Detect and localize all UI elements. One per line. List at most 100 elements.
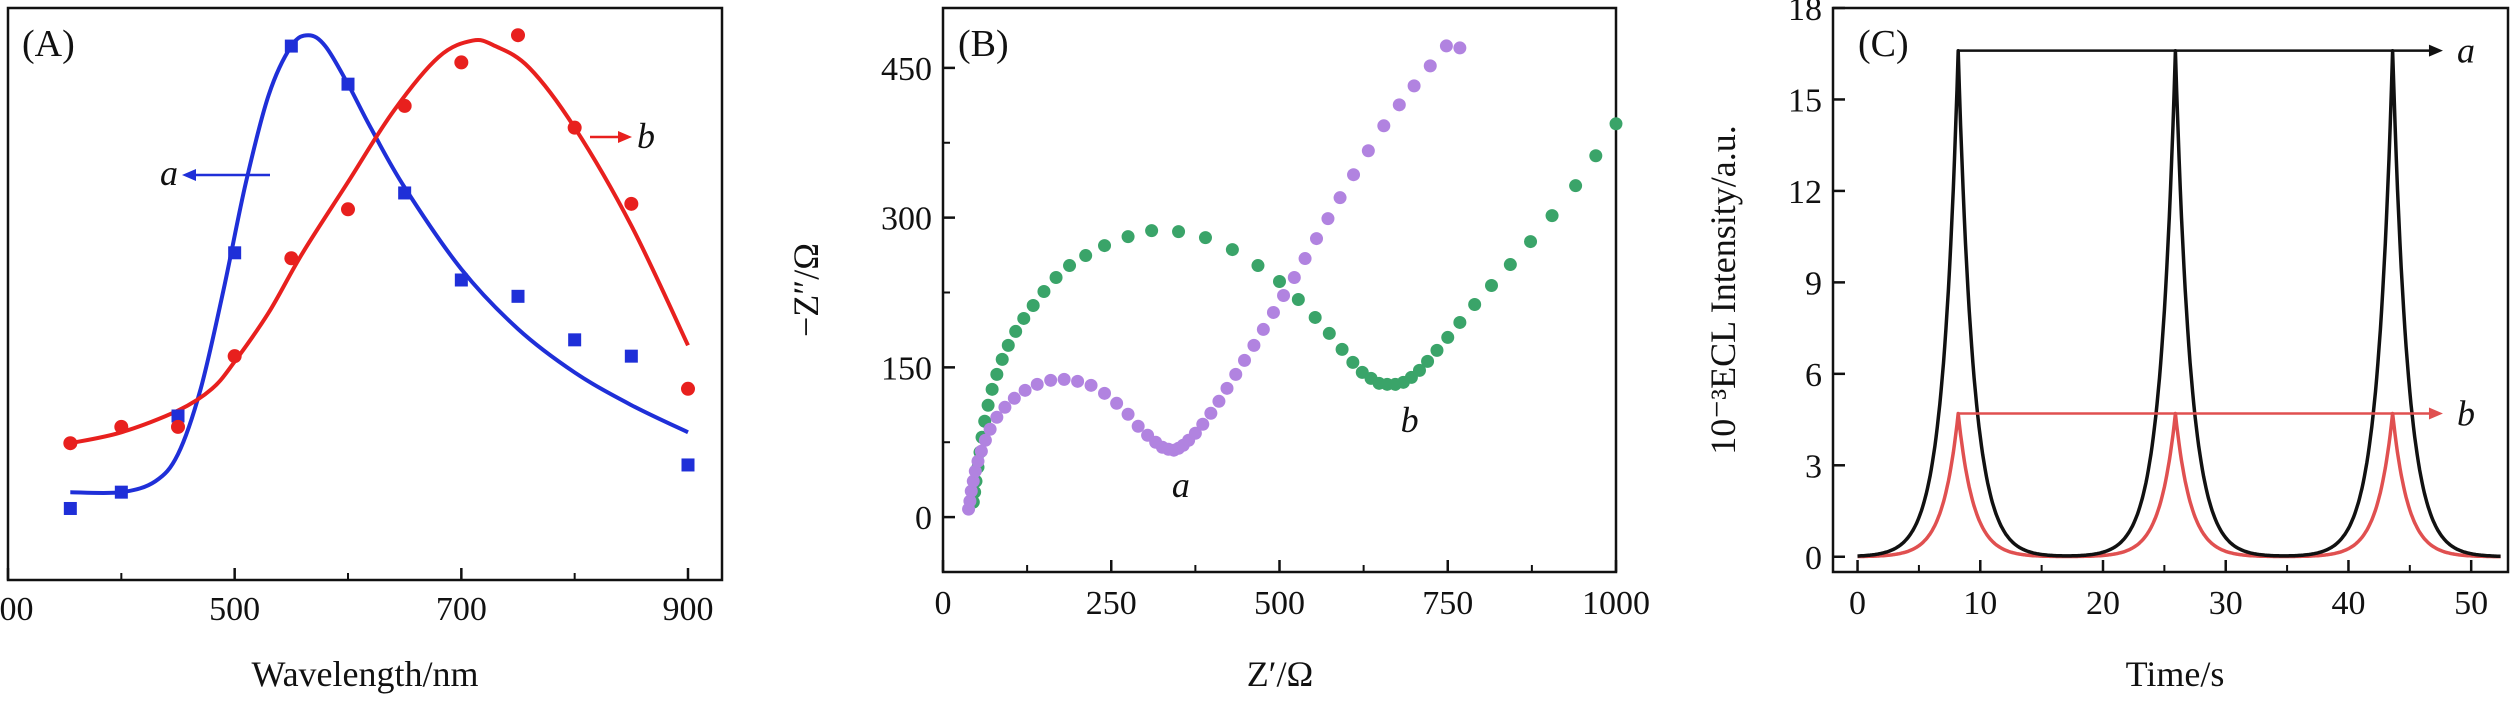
- x-tick-label: 700: [436, 591, 487, 628]
- data-point-a: [1057, 372, 1071, 386]
- data-point-b: [1026, 298, 1040, 312]
- data-point-a: [1110, 396, 1124, 410]
- data-point-b: [1291, 292, 1305, 306]
- data-point-a: [983, 422, 997, 436]
- data-point-a: [1310, 232, 1324, 246]
- x-tick-label: 500: [1254, 585, 1305, 622]
- x-tick-label: 0: [1849, 585, 1866, 622]
- panel-a-x-ticks: 300 500 700 900: [0, 568, 714, 628]
- fit-curve-a: [70, 33, 689, 495]
- data-point-a: [63, 501, 77, 515]
- data-point-a: [1018, 383, 1032, 397]
- data-point-b: [341, 202, 355, 217]
- x-tick-label: 1000: [1582, 585, 1650, 622]
- data-point-a: [1188, 426, 1202, 440]
- panel-c-tag: (C): [1858, 23, 1909, 65]
- data-point-b: [1121, 230, 1135, 244]
- x-tick-label: 0: [935, 585, 952, 622]
- arrow-a-head: [182, 169, 196, 181]
- panel-b-data-points: [962, 39, 1623, 516]
- data-point-b: [1009, 324, 1023, 338]
- data-point-a: [963, 494, 977, 508]
- data-point-a: [1256, 322, 1270, 336]
- data-point-a: [1204, 406, 1218, 420]
- data-point-b: [995, 352, 1009, 366]
- data-point-b: [1346, 355, 1360, 369]
- data-point-b: [1017, 311, 1031, 325]
- arrow-head-b: [2428, 407, 2443, 420]
- data-point-a: [1333, 191, 1347, 205]
- data-point-a: [971, 454, 985, 468]
- panel-b: (B) 0 250 500 750 1000 0 150 300 450 a b Z′/Ω −Z…: [786, 6, 1650, 694]
- data-point-a: [1044, 373, 1058, 387]
- series-label-a: a: [160, 153, 178, 193]
- data-point-b: [1484, 279, 1498, 293]
- data-point-b: [1545, 209, 1559, 223]
- data-point-b: [1098, 239, 1112, 253]
- data-point-a: [1007, 391, 1021, 405]
- data-point-b: [1430, 343, 1444, 357]
- data-point-b: [1524, 235, 1538, 249]
- data-point-b: [1609, 117, 1623, 131]
- arrow-head-a: [2428, 44, 2443, 57]
- data-point-b: [171, 419, 185, 434]
- data-point-a: [1071, 374, 1085, 388]
- panel-a-arrow-a: a: [160, 153, 270, 193]
- y-tick-label: 0: [1805, 540, 1822, 577]
- panel-c-ticks: 0 10 20 30 40 50 0 3 6 9 12 15 18: [1788, 0, 2488, 622]
- x-tick-label: 750: [1422, 585, 1473, 622]
- data-point-b: [1322, 326, 1336, 340]
- data-point-b: [63, 436, 78, 451]
- panel-b-ticks: 0 250 500 750 1000 0 150 300 450: [881, 51, 1650, 622]
- data-point-a: [1392, 98, 1406, 112]
- panel-a-arrow-b: b: [590, 116, 655, 156]
- data-point-a: [681, 458, 695, 472]
- data-point-b: [1468, 297, 1482, 311]
- panel-a-frame: [6, 6, 724, 582]
- panel-c-frame: [1831, 6, 2510, 574]
- data-point-a: [171, 409, 185, 423]
- data-point-a: [1196, 417, 1210, 431]
- panel-c-traces: [1857, 48, 2502, 559]
- data-point-a: [454, 273, 468, 287]
- data-point-a: [398, 186, 412, 200]
- data-point-b: [1503, 258, 1517, 272]
- y-tick-label: 9: [1805, 265, 1822, 302]
- data-point-b: [1225, 243, 1239, 257]
- x-tick-label: 500: [209, 591, 260, 628]
- data-point-b: [1453, 315, 1467, 329]
- data-point-a: [1266, 305, 1280, 319]
- data-point-a: [1298, 252, 1312, 266]
- data-point-b: [1001, 338, 1015, 352]
- data-point-b: [284, 251, 299, 266]
- series-label-a: a: [2457, 31, 2475, 71]
- data-point-b: [1335, 342, 1349, 356]
- data-point-b: [227, 349, 242, 364]
- y-tick-label: 15: [1788, 82, 1822, 119]
- y-tick-label: 3: [1805, 448, 1822, 485]
- data-point-b: [1063, 259, 1077, 273]
- data-point-a: [624, 349, 638, 363]
- y-tick-label: 450: [881, 51, 932, 88]
- data-point-b: [1079, 249, 1093, 263]
- data-point-b: [397, 98, 412, 113]
- panel-b-x-title: Z′/Ω: [1247, 654, 1314, 694]
- panel-a-x-title: Wavelength/nm: [251, 654, 478, 694]
- data-point-a: [1439, 39, 1453, 53]
- data-point-a: [228, 246, 242, 260]
- data-point-b: [985, 382, 999, 396]
- data-point-a: [341, 77, 355, 91]
- data-point-b: [681, 381, 695, 396]
- panel-a-fit-curves: [69, 33, 690, 495]
- panel-b-tag: (B): [958, 23, 1009, 65]
- y-tick-label: 6: [1805, 357, 1822, 394]
- data-point-b: [990, 367, 1004, 381]
- data-point-a: [1247, 338, 1261, 352]
- panel-c-y-title: 10⁻³ECL Intensity/a.u.: [1703, 125, 1743, 454]
- data-point-a: [1098, 386, 1112, 400]
- panel-b-y-title: −Z″/Ω: [786, 243, 826, 337]
- data-point-a: [990, 410, 1004, 424]
- data-point-a: [1361, 144, 1375, 158]
- data-point-b: [114, 419, 129, 434]
